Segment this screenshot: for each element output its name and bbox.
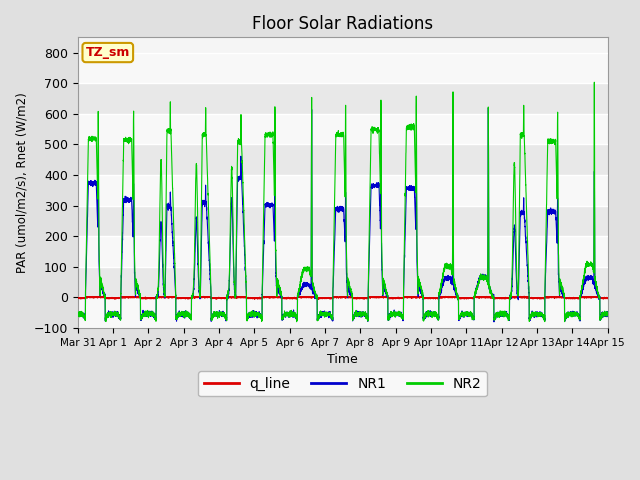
Line: NR2: NR2 [77,82,640,322]
NR1 [220,312,228,318]
Bar [77,83,608,114]
NR2 [328,313,335,319]
NR2 [567,312,575,318]
Bar [77,53,608,83]
NR1 [449,90,457,96]
NR1 [567,311,575,317]
Bar [77,205,608,236]
Bar [77,175,608,205]
Y-axis label: PAR (umol/m2/s), Rnet (W/m2): PAR (umol/m2/s), Rnet (W/m2) [15,92,28,273]
Line: NR1: NR1 [77,93,640,322]
X-axis label: Time: Time [327,353,358,366]
q_line [499,296,506,301]
Bar [77,144,608,175]
NR2 [93,182,101,188]
Legend: q_line, NR1, NR2: q_line, NR1, NR2 [198,371,487,396]
q_line [220,295,228,300]
Line: q_line: q_line [77,296,640,299]
Bar [77,236,608,267]
q_line [248,296,255,301]
NR2 [248,313,255,319]
NR1 [499,310,506,316]
Bar [77,297,608,328]
q_line [93,294,101,300]
NR1 [93,216,101,222]
Bar [77,114,608,144]
NR2 [74,309,81,315]
NR2 [639,313,640,319]
Title: Floor Solar Radiations: Floor Solar Radiations [252,15,433,33]
NR1 [74,310,81,316]
q_line [520,293,528,299]
Text: TZ_sm: TZ_sm [86,46,130,59]
NR2 [220,312,228,318]
NR2 [293,319,301,324]
q_line [74,295,81,301]
q_line [328,295,335,301]
q_line [567,296,575,301]
NR2 [499,312,506,317]
NR1 [490,319,498,325]
q_line [315,296,323,302]
NR2 [591,79,598,85]
NR1 [248,310,255,315]
NR1 [639,313,640,319]
NR1 [328,314,335,320]
q_line [639,295,640,301]
Bar [77,267,608,297]
